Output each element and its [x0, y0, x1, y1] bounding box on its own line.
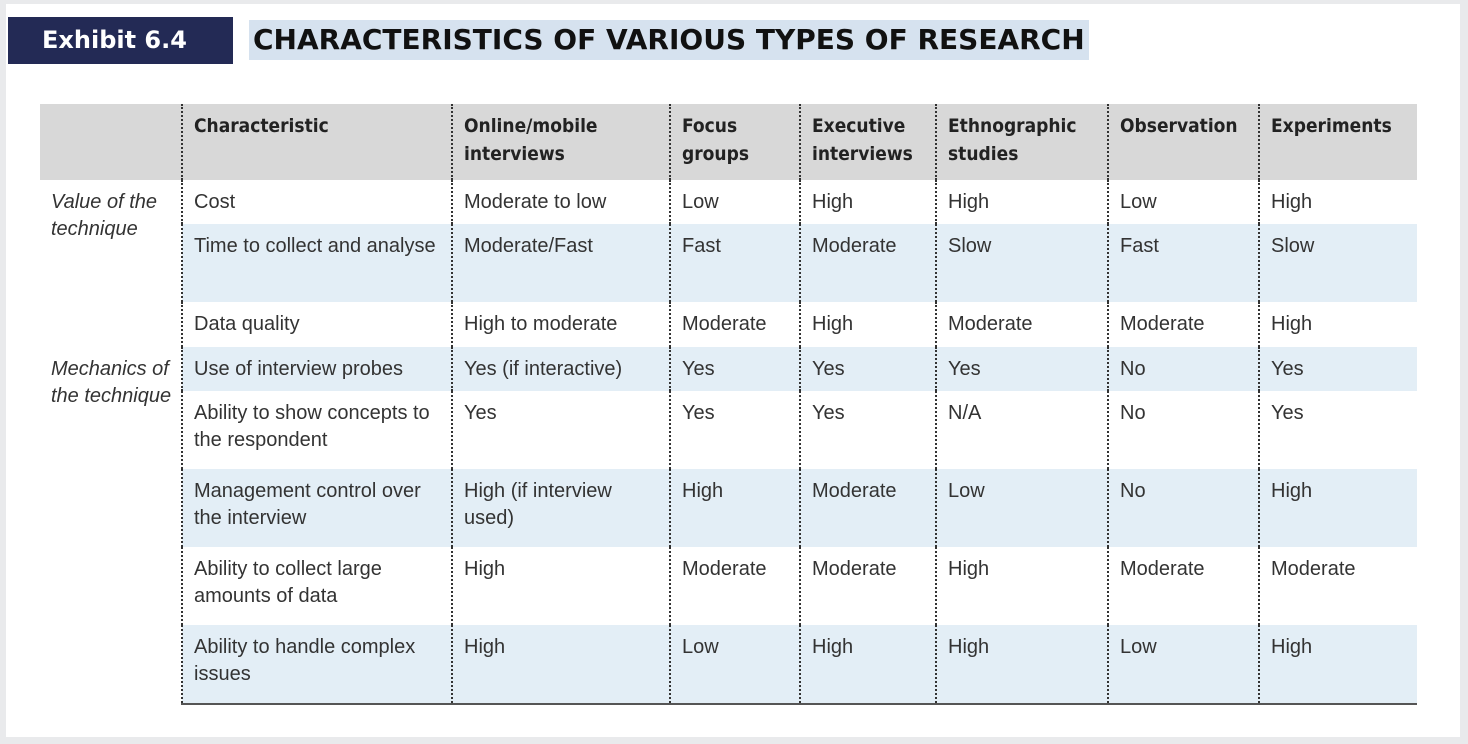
table-cell: Yes [669, 391, 800, 469]
table-cell: Moderate [669, 302, 800, 347]
table-cell: Moderate [799, 224, 936, 302]
table-cell: High [799, 180, 936, 224]
characteristic-cell: Cost [181, 180, 452, 224]
table-cell: Moderate [1258, 547, 1417, 625]
table-cell: High [1258, 469, 1417, 547]
table-row: Ability to collect large amounts of data… [40, 547, 1417, 625]
table-cell: Yes [1258, 391, 1417, 469]
table-cell: High [1258, 302, 1417, 347]
table-cell: Yes (if interactive) [451, 347, 670, 391]
header-ethnographic-studies: Ethnographic studies [935, 104, 1108, 180]
characteristic-cell: Management control over the interview [181, 469, 452, 547]
table-row: Management control over the interview Hi… [40, 469, 1417, 547]
characteristic-cell: Ability to collect large amounts of data [181, 547, 452, 625]
table-cell: High [799, 625, 936, 705]
table-cell: Slow [935, 224, 1108, 302]
table-cell: Low [935, 469, 1108, 547]
characteristic-cell: Use of interview probes [181, 347, 452, 391]
table-cell: Low [669, 180, 800, 224]
table-cell: Moderate [799, 469, 936, 547]
table-cell: Fast [1107, 224, 1259, 302]
table-cell: No [1107, 347, 1259, 391]
header-observation: Observation [1107, 104, 1259, 180]
header-experiments: Experiments [1258, 104, 1417, 180]
table-cell: Yes [799, 391, 936, 469]
table-cell: No [1107, 391, 1259, 469]
table-cell: High [1258, 625, 1417, 705]
table-cell: Low [669, 625, 800, 705]
header-online-mobile: Online/mobile interviews [451, 104, 670, 180]
table-cell: High [935, 547, 1108, 625]
table-cell: Moderate [799, 547, 936, 625]
exhibit-label: Exhibit 6.4 [8, 17, 233, 64]
table-cell: Fast [669, 224, 800, 302]
table-row: Value of the technique Cost Moderate to … [40, 180, 1417, 240]
table-row: Time to collect and analyse Moderate/Fas… [40, 224, 1417, 302]
table-cell: High [799, 302, 936, 347]
table-cell: Moderate [935, 302, 1108, 347]
characteristic-cell: Ability to handle complex issues [181, 625, 452, 705]
table-cell: Slow [1258, 224, 1417, 302]
table-cell: Moderate [669, 547, 800, 625]
header-group [40, 104, 182, 180]
table-cell: High [935, 180, 1108, 224]
table-cell: Yes [935, 347, 1108, 391]
table-cell: High [669, 469, 800, 547]
header-focus-groups: Focus groups [669, 104, 800, 180]
table-cell: High [935, 625, 1108, 705]
table-cell: Low [1107, 625, 1259, 705]
characteristic-cell: Ability to show concepts to the responde… [181, 391, 452, 469]
characteristic-cell: Data quality [181, 302, 452, 347]
table-row: Mechanics of the technique Data quality … [40, 302, 1417, 407]
table-cell: Yes [799, 347, 936, 391]
research-types-table: Characteristic Online/mobile interviews … [40, 104, 1417, 705]
table-cell: High [1258, 180, 1417, 224]
table-cell: High [451, 547, 670, 625]
table-cell: Moderate [1107, 547, 1259, 625]
header-executive-interviews: Executive interviews [799, 104, 936, 180]
table-cell: High [451, 625, 670, 705]
table-row: Ability to show concepts to the responde… [40, 391, 1417, 469]
group-label-mechanics-text: Mechanics of the technique [51, 358, 172, 407]
table-cell: Yes [669, 347, 800, 391]
table-cell: High to moderate [451, 302, 670, 347]
table-cell: No [1107, 469, 1259, 547]
table-cell: Yes [451, 391, 670, 469]
table-cell: High (if interview used) [451, 469, 670, 547]
table-cell: Moderate to low [451, 180, 670, 224]
header-characteristic: Characteristic [181, 104, 452, 180]
table-cell: Moderate/Fast [451, 224, 670, 302]
exhibit-page: Exhibit 6.4 CHARACTERISTICS OF VARIOUS T… [6, 4, 1460, 737]
table-row: Ability to handle complex issues High Lo… [40, 625, 1417, 705]
table-cell: N/A [935, 391, 1108, 469]
table-header-row: Characteristic Online/mobile interviews … [40, 104, 1417, 180]
table-cell: Moderate [1107, 302, 1259, 347]
group-spacer [51, 311, 177, 356]
table-cell: Low [1107, 180, 1259, 224]
group-label-mechanics: Mechanics of the technique [40, 302, 182, 704]
table-cell: Yes [1258, 347, 1417, 391]
table-row: Use of interview probes Yes (if interact… [40, 347, 1417, 391]
characteristic-cell: Time to collect and analyse [181, 224, 452, 302]
exhibit-title: CHARACTERISTICS OF VARIOUS TYPES OF RESE… [249, 20, 1089, 60]
group-label-value: Value of the technique [51, 191, 158, 240]
